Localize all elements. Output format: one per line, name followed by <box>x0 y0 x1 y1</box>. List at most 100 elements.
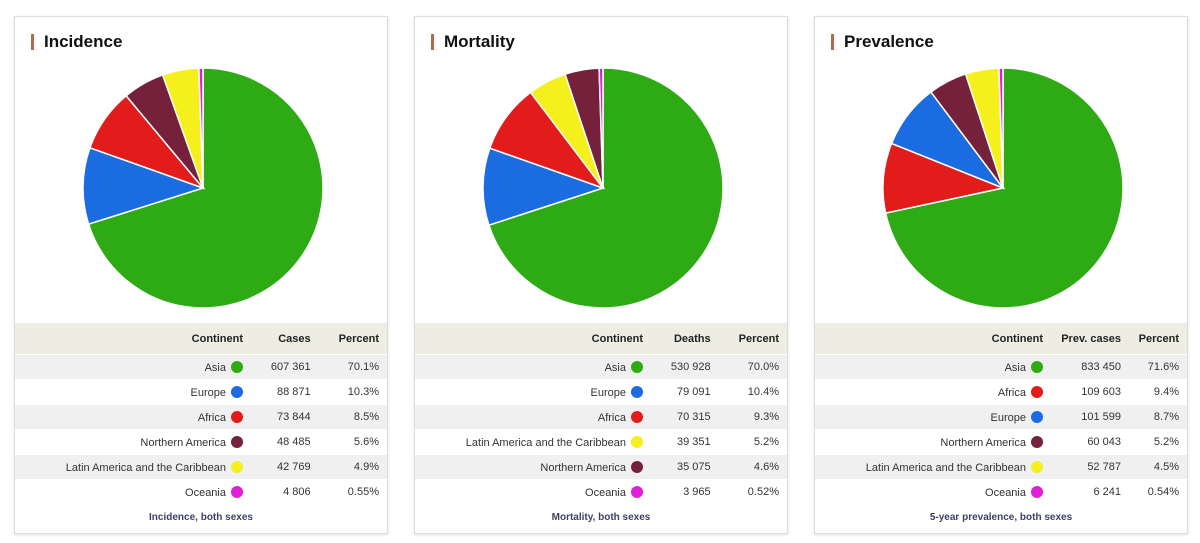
pie-slice-asia[interactable] <box>487 67 724 309</box>
table-row: Europe 101 599 8.7% <box>815 404 1187 430</box>
continent-label: Africa <box>197 411 226 424</box>
legend-dot-icon <box>1031 435 1043 448</box>
pie-slice-oceania[interactable] <box>198 67 204 189</box>
header-value: Prev. cases <box>1051 323 1129 355</box>
pie-chart <box>82 67 324 309</box>
chart-title: Prevalence <box>831 33 934 50</box>
table-row: Latin America and the Caribbean 42 769 4… <box>15 454 387 480</box>
table-row: Europe 79 091 10.4% <box>415 379 787 405</box>
value-cell: 530 928 <box>651 354 719 380</box>
pie-slice-oceania[interactable] <box>598 67 604 189</box>
percent-cell: 70.0% <box>718 354 787 380</box>
percent-cell: 70.1% <box>318 354 387 380</box>
value-cell: 35 075 <box>651 454 719 480</box>
table-row: Oceania 6 241 0.54% <box>815 479 1187 504</box>
continent-label: Europe <box>590 386 626 399</box>
continent-label: Latin America and the Caribbean <box>465 436 626 449</box>
value-cell: 607 361 <box>251 354 319 380</box>
value-cell: 39 351 <box>651 429 719 455</box>
percent-cell: 0.52% <box>718 479 787 504</box>
percent-cell: 4.9% <box>318 454 387 480</box>
header-percent: Percent <box>1128 323 1187 355</box>
data-table: Continent Deaths Percent Asia 530 928 70… <box>415 323 787 504</box>
legend-dot-icon <box>631 435 643 448</box>
continent-label: Asia <box>204 361 226 374</box>
continent-label: Latin America and the Caribbean <box>865 461 1026 474</box>
continent-label: Oceania <box>585 486 626 499</box>
continent-label: Asia <box>604 361 626 374</box>
percent-cell: 9.4% <box>1128 379 1187 405</box>
continent-label: Latin America and the Caribbean <box>65 461 226 474</box>
header-percent: Percent <box>718 323 787 355</box>
continent-label: Europe <box>990 411 1026 424</box>
table-footer: 5-year prevalence, both sexes <box>929 512 1073 523</box>
table-row: Oceania 3 965 0.52% <box>415 479 787 504</box>
value-cell: 42 769 <box>251 454 319 480</box>
pie-slice-europe[interactable] <box>82 146 206 226</box>
pie-slice-asia[interactable] <box>87 67 324 309</box>
table-row: Africa 70 315 9.3% <box>415 404 787 430</box>
percent-cell: 0.54% <box>1128 479 1187 504</box>
legend-dot-icon <box>1031 460 1043 473</box>
pie-chart <box>882 67 1124 309</box>
value-cell: 101 599 <box>1051 404 1129 430</box>
legend-dot-icon <box>631 385 643 398</box>
value-cell: 4 806 <box>251 479 319 504</box>
percent-cell: 5.2% <box>718 429 787 455</box>
legend-dot-icon <box>231 360 243 373</box>
chart-title: Mortality <box>431 33 515 50</box>
continent-label: Northern America <box>540 461 626 474</box>
table-row: Africa 73 844 8.5% <box>15 404 387 430</box>
pie-slice-europe[interactable] <box>482 147 606 227</box>
table-row: Latin America and the Caribbean 52 787 4… <box>815 454 1187 480</box>
percent-cell: 5.2% <box>1128 429 1187 455</box>
continent-label: Africa <box>597 411 626 424</box>
legend-dot-icon <box>1031 360 1043 373</box>
data-table: Continent Prev. cases Percent Asia 833 4… <box>815 323 1187 504</box>
legend-dot-icon <box>231 410 243 423</box>
percent-cell: 4.5% <box>1128 454 1187 480</box>
data-table: Continent Cases Percent Asia 607 361 70.… <box>15 323 387 504</box>
pie-chart <box>482 67 724 309</box>
pie-slice-oceania[interactable] <box>998 67 1004 189</box>
value-cell: 48 485 <box>251 429 319 455</box>
legend-dot-icon <box>1031 485 1043 498</box>
legend-dot-icon <box>631 460 643 473</box>
value-cell: 70 315 <box>651 404 719 430</box>
value-cell: 6 241 <box>1051 479 1129 504</box>
legend-dot-icon <box>231 460 243 473</box>
value-cell: 60 043 <box>1051 429 1129 455</box>
header-continent: Continent <box>415 323 651 355</box>
continent-label: Africa <box>997 386 1026 399</box>
table-footer: Incidence, both sexes <box>149 512 253 523</box>
table-row: Asia 833 450 71.6% <box>815 354 1187 380</box>
percent-cell: 10.4% <box>718 379 787 405</box>
table-row: Latin America and the Caribbean 39 351 5… <box>415 429 787 455</box>
legend-dot-icon <box>1031 410 1043 423</box>
continent-label: Oceania <box>185 486 226 499</box>
table-row: Europe 88 871 10.3% <box>15 379 387 405</box>
value-cell: 73 844 <box>251 404 319 430</box>
legend-dot-icon <box>631 485 643 498</box>
legend-dot-icon <box>631 410 643 423</box>
chart-title: Incidence <box>31 33 122 50</box>
percent-cell: 8.5% <box>318 404 387 430</box>
table-row: Africa 109 603 9.4% <box>815 379 1187 405</box>
table-row: Asia 530 928 70.0% <box>415 354 787 380</box>
percent-cell: 4.6% <box>718 454 787 480</box>
continent-label: Northern America <box>940 436 1026 449</box>
value-cell: 3 965 <box>651 479 719 504</box>
header-continent: Continent <box>815 323 1051 355</box>
percent-cell: 0.55% <box>318 479 387 504</box>
value-cell: 109 603 <box>1051 379 1129 405</box>
percent-cell: 9.3% <box>718 404 787 430</box>
continent-label: Europe <box>190 386 226 399</box>
table-footer: Mortality, both sexes <box>551 512 651 523</box>
percent-cell: 5.6% <box>318 429 387 455</box>
header-continent: Continent <box>15 323 251 355</box>
header-percent: Percent <box>318 323 387 355</box>
chart-card-prevalence: Prevalence Continent Prev. cases Percent… <box>814 16 1188 534</box>
legend-dot-icon <box>631 360 643 373</box>
table-row: Northern America 60 043 5.2% <box>815 429 1187 455</box>
header-value: Deaths <box>651 323 719 355</box>
